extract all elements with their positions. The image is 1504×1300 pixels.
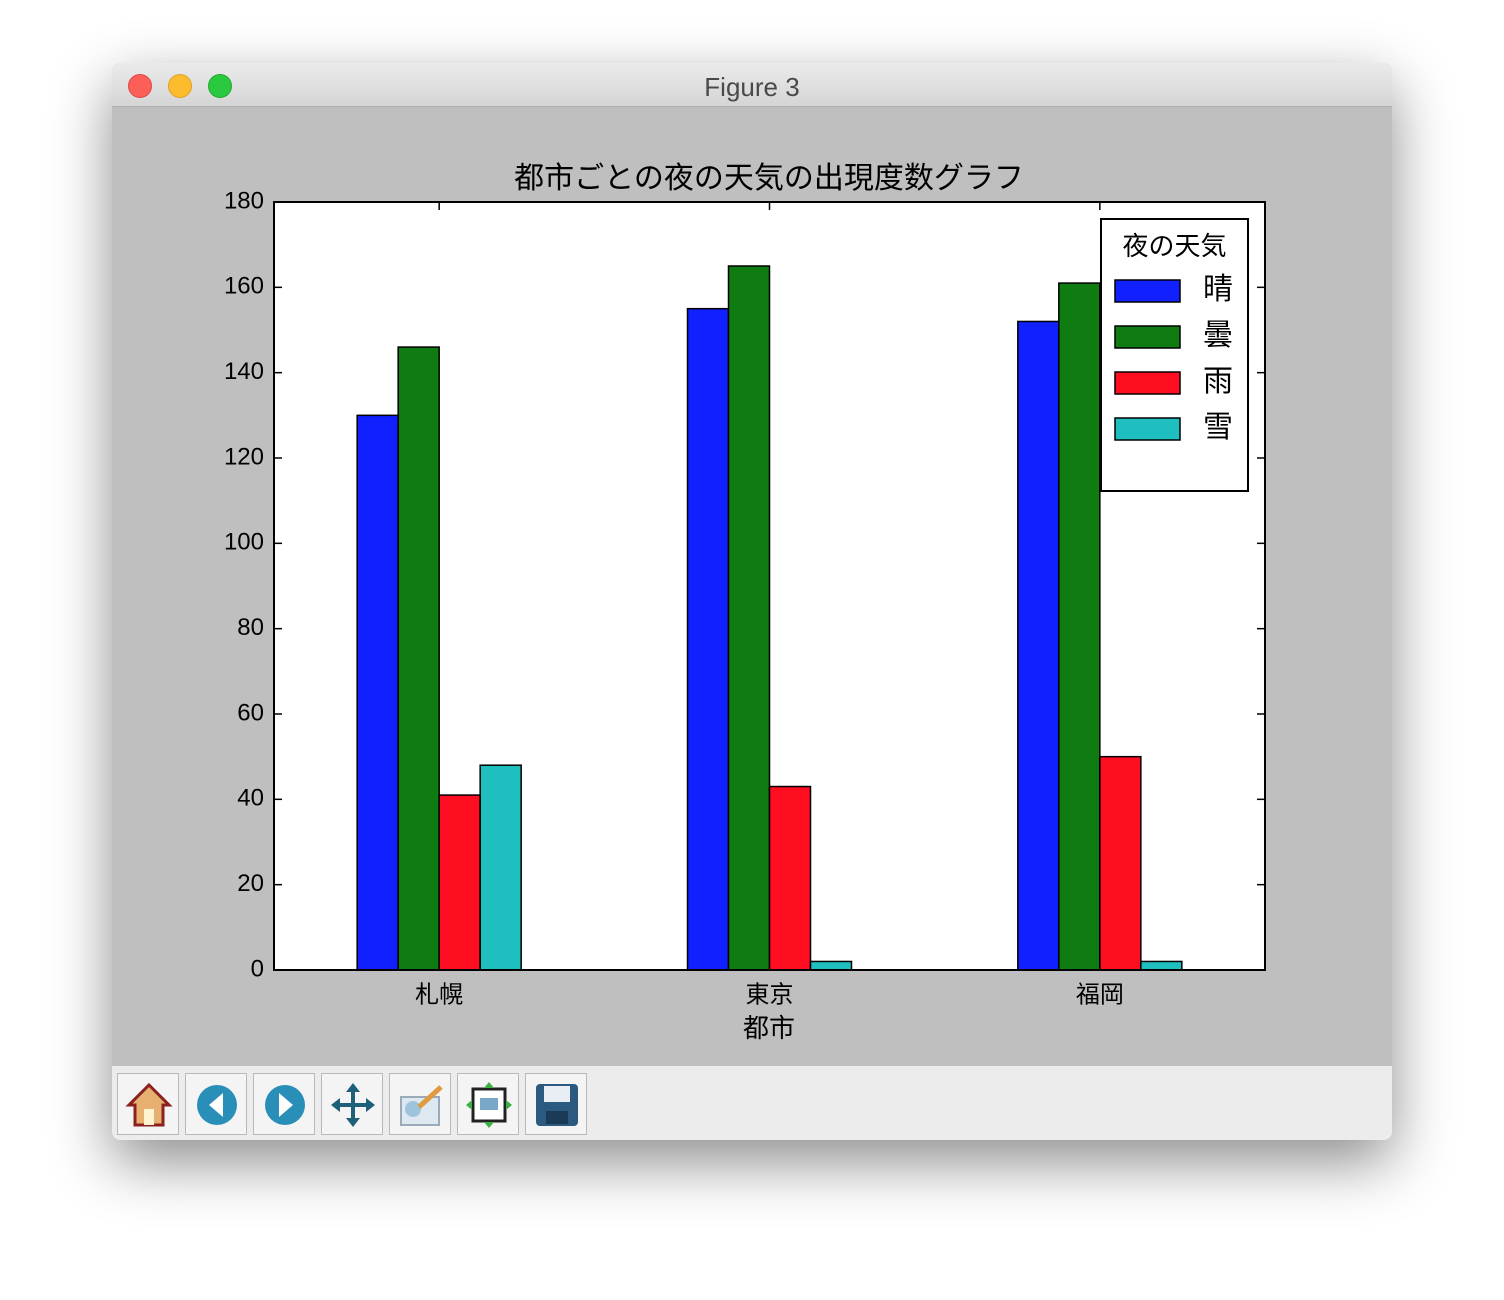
bar: [397, 346, 440, 971]
legend-label: 曇: [1203, 319, 1233, 352]
save-button[interactable]: [525, 1073, 587, 1135]
subplots-button[interactable]: [457, 1073, 519, 1135]
bar: [686, 307, 730, 971]
home-button[interactable]: [117, 1073, 179, 1135]
legend-swatch: [1114, 371, 1181, 395]
x-tick-label: 東京: [746, 981, 794, 1008]
legend-title: 夜の天気: [1122, 231, 1226, 261]
legend-swatch: [1114, 325, 1181, 349]
y-tick-label: 180: [224, 187, 264, 214]
bar: [727, 265, 771, 971]
bar: [1099, 755, 1142, 971]
close-button[interactable]: [128, 74, 152, 98]
x-tick-label: 福岡: [1076, 981, 1124, 1008]
window: Figure 3 都市ごとの夜の天気の出現度数グラフ 都市 0 20 40 60 80 1…: [112, 63, 1392, 1140]
legend-swatch: [1114, 279, 1181, 303]
minimize-button[interactable]: [168, 74, 192, 98]
y-tick-label: 20: [237, 870, 264, 897]
y-tick-label: 80: [237, 614, 264, 641]
bar: [479, 764, 522, 971]
bar: [809, 960, 853, 971]
zoom-rect-button[interactable]: [389, 1073, 451, 1135]
pan-button[interactable]: [321, 1073, 383, 1135]
bar: [356, 414, 399, 971]
chart-title: 都市ごとの夜の天気の出現度数グラフ: [514, 162, 1024, 195]
bar: [768, 785, 812, 971]
y-tick-label: 160: [224, 273, 264, 300]
legend-label: 雨: [1203, 365, 1233, 398]
forward-button[interactable]: [253, 1073, 315, 1135]
bar: [1140, 960, 1183, 971]
y-tick-label: 60: [237, 699, 264, 726]
legend-swatch: [1114, 417, 1181, 441]
chart: 都市ごとの夜の天気の出現度数グラフ 都市 0 20 40 60 80 100 120 140 1…: [224, 162, 1266, 1043]
bar: [438, 794, 481, 971]
bar: [1058, 282, 1101, 971]
legend-label: 雪: [1203, 411, 1233, 444]
y-tick-label: 40: [237, 785, 264, 812]
axes-frame: [273, 201, 1266, 971]
zoom-button[interactable]: [208, 74, 232, 98]
y-tick-label: 0: [251, 955, 264, 982]
x-axis-label: 都市: [743, 1013, 795, 1043]
toolbar: [112, 1066, 1392, 1140]
window-title: Figure 3: [704, 72, 800, 102]
x-tick-label: 札幌: [415, 981, 463, 1008]
y-tick-label: 140: [224, 358, 264, 385]
legend-box: [1100, 218, 1249, 492]
bar: [1017, 320, 1060, 971]
y-tick-label: 120: [224, 443, 264, 470]
title-bar: Figure 3: [112, 63, 1392, 107]
legend-label: 晴: [1203, 273, 1233, 306]
back-button[interactable]: [185, 1073, 247, 1135]
y-tick-label: 100: [224, 529, 264, 556]
